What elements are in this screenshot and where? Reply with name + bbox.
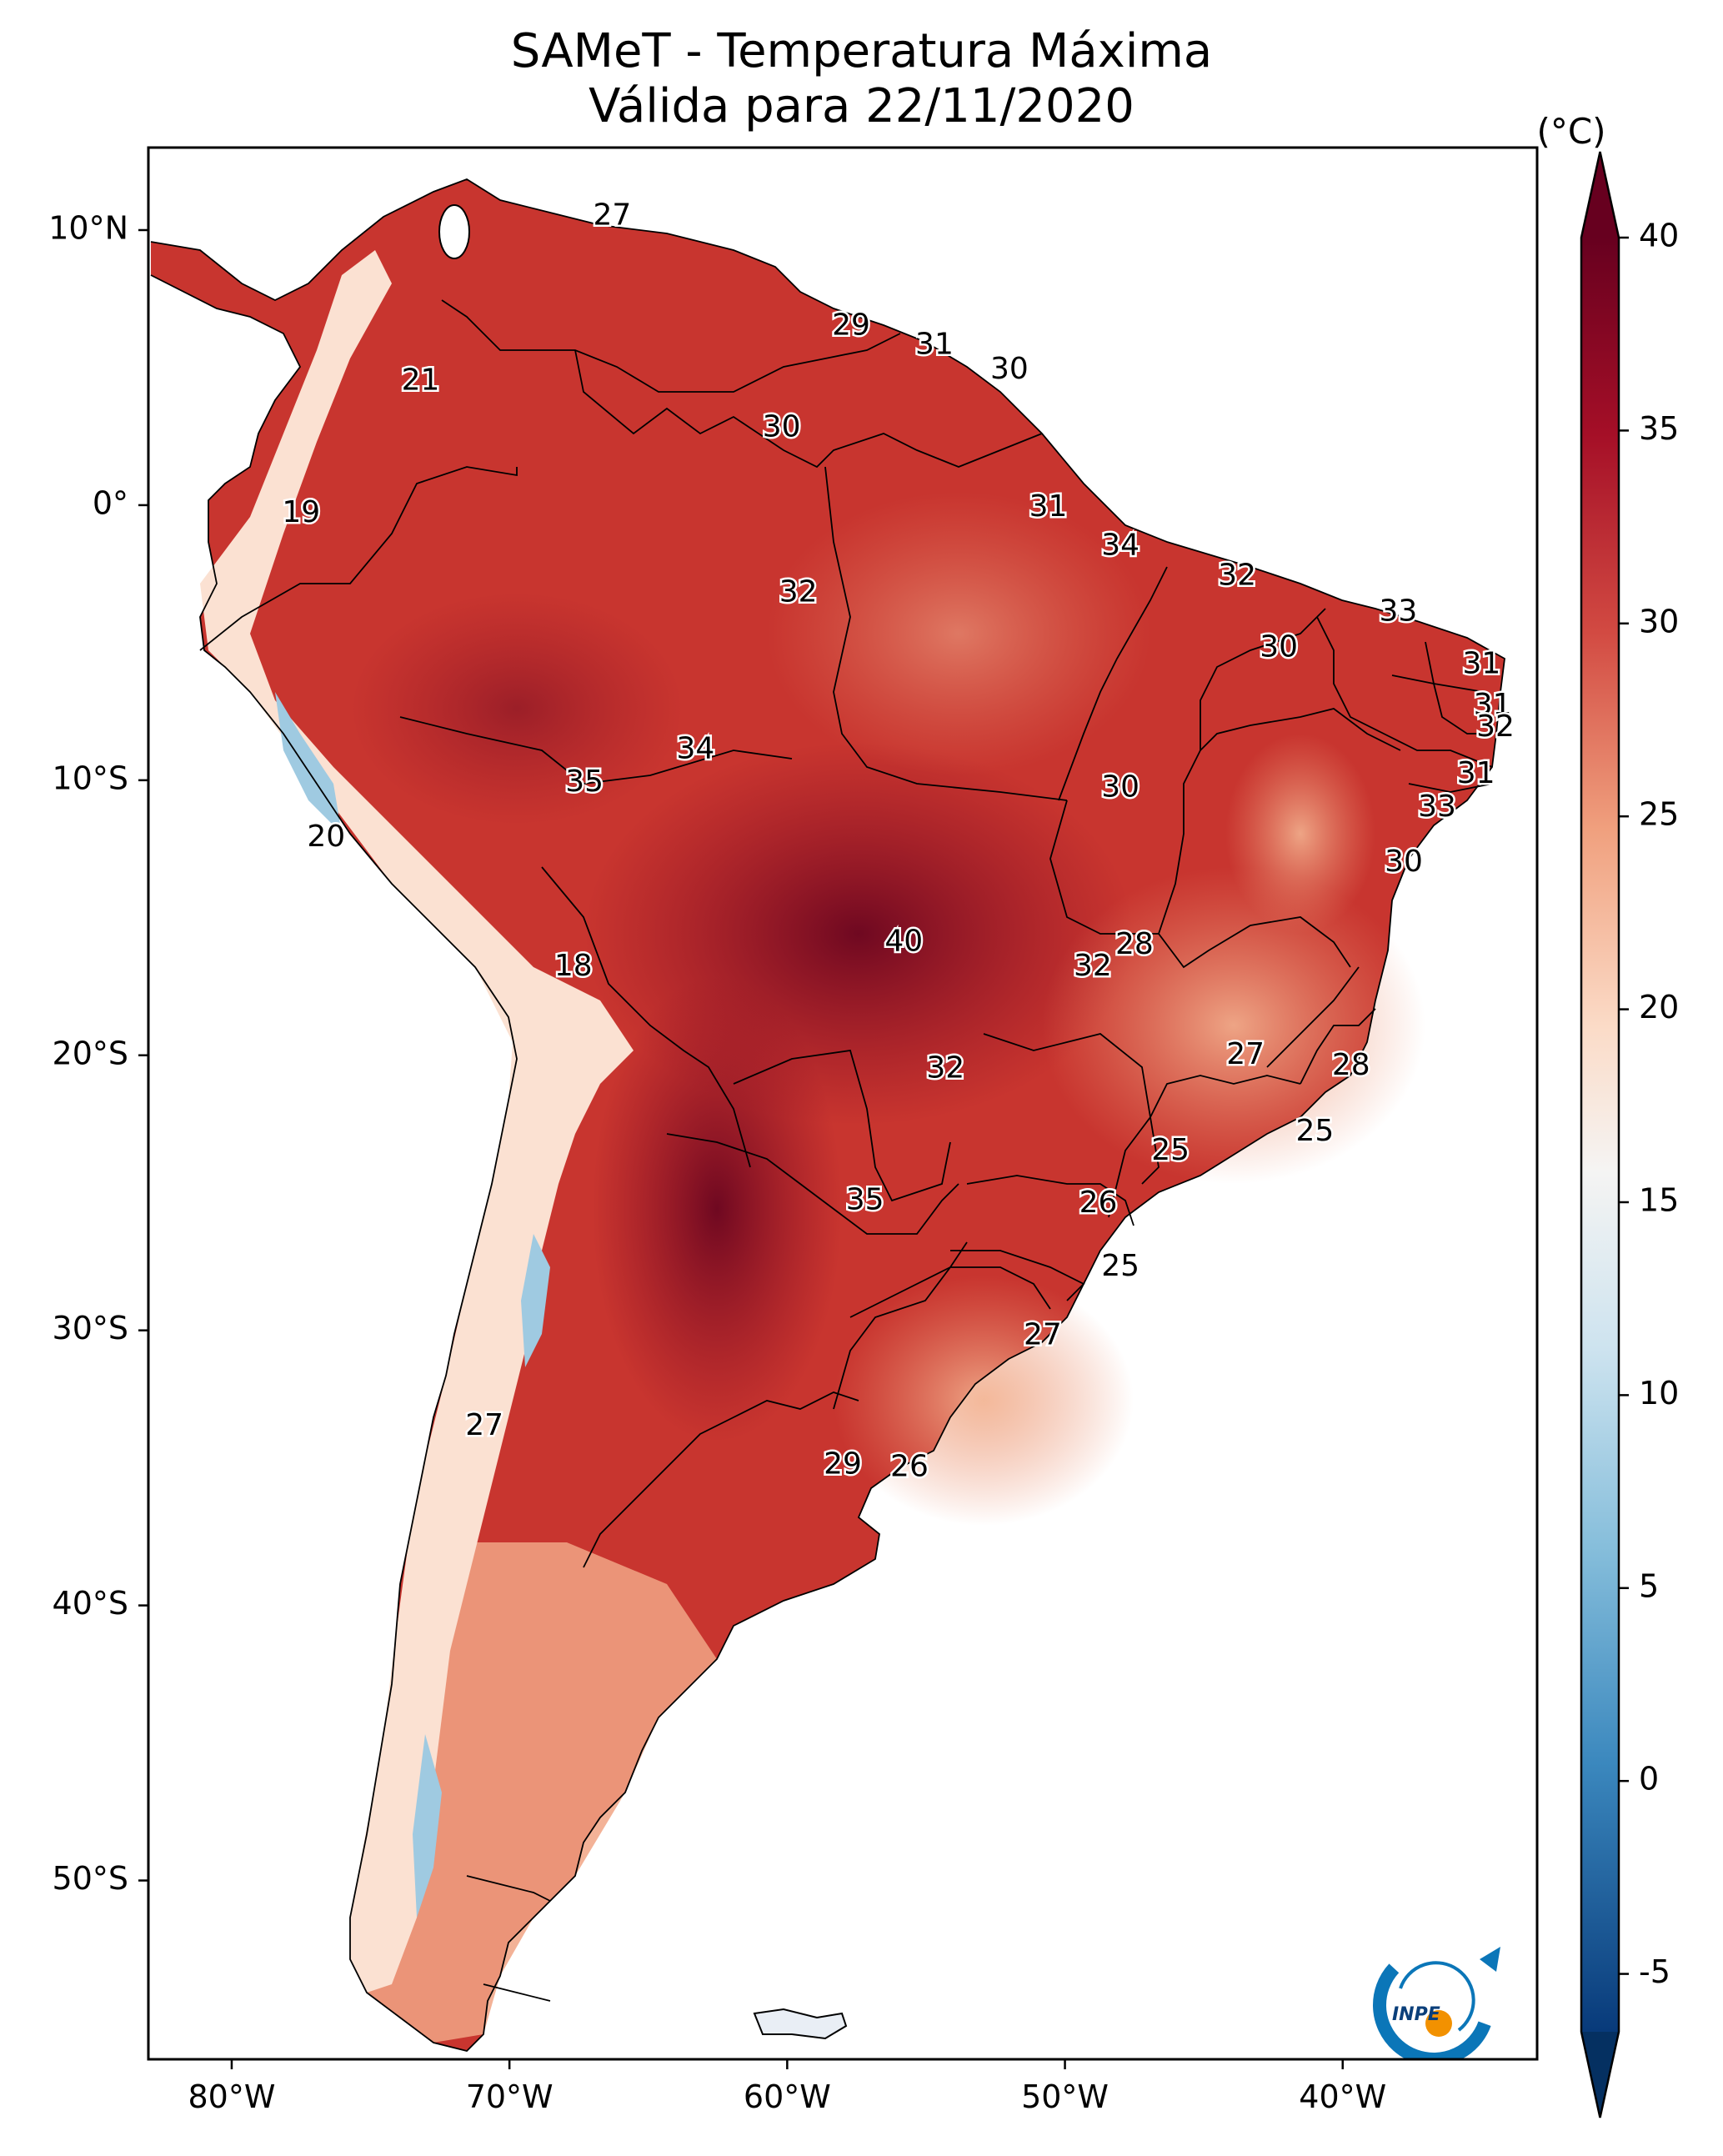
temperature-label: 32 (1218, 559, 1256, 593)
latitude-tick-label: 10°S (53, 760, 128, 796)
falkland-islands (753, 2008, 848, 2040)
longitude-tick-label: 70°W (466, 2078, 553, 2115)
colorbar-tick-label: 0 (1639, 1761, 1659, 1798)
temperature-label: 32 (926, 1050, 964, 1085)
inpe-logo-text: INPE (1392, 2004, 1440, 2025)
temperature-label: 30 (1385, 845, 1423, 879)
temperature-label: 34 (676, 732, 714, 766)
colorbar-bottom-extension (1581, 2032, 1619, 2118)
temperature-label: 32 (779, 574, 818, 609)
temperature-label: 28 (1115, 927, 1154, 961)
temperature-label: 28 (1332, 1048, 1370, 1082)
map-subtitle: Válida para 22/11/2020 (589, 79, 1134, 133)
temperature-label: 30 (763, 410, 801, 444)
temperature-label: 33 (1379, 594, 1417, 629)
andes-cool-strip (200, 250, 634, 1993)
colorbar-tick-label: 15 (1639, 1181, 1679, 1218)
temperature-label: 35 (565, 765, 604, 799)
latitude-tick-label: 20°S (53, 1035, 128, 1071)
colorbar-tick-label: 35 (1639, 410, 1679, 447)
longitude-ticks: 80°W 70°W 60°W 50°W 40°W (188, 2059, 1386, 2115)
heat-core-chaco (592, 975, 842, 1442)
longitude-tick-label: 60°W (744, 2078, 831, 2115)
latitude-tick-label: 30°S (53, 1310, 128, 1346)
colorbar-ticks: 40 35 30 25 20 15 10 5 0 -5 (1619, 218, 1679, 1990)
colorbar-unit: (°C) (1536, 111, 1605, 152)
map-frame (147, 146, 1539, 2061)
temperature-label: 29 (832, 308, 870, 342)
colorbar-tick-label: 30 (1639, 603, 1679, 639)
temperature-label: 27 (1024, 1317, 1062, 1351)
latitude-ticks: 10°N 0° 10°S 20°S 30°S 40°S 50°S (48, 209, 148, 1897)
colorbar-top-extension (1581, 152, 1619, 238)
temperature-label: 30 (1101, 770, 1139, 805)
temperature-label: 20 (307, 820, 345, 854)
temperature-label: 19 (282, 495, 320, 529)
colorbar-tick-label: 25 (1639, 796, 1679, 833)
longitude-tick-label: 80°W (188, 2078, 275, 2115)
temperature-label: 25 (1151, 1133, 1190, 1167)
cool-region-para (767, 492, 1150, 775)
colorbar-body (1581, 238, 1619, 2032)
lake-maracaibo (438, 204, 470, 259)
temperature-label: 25 (1101, 1249, 1139, 1283)
latitude-tick-label: 0° (93, 484, 128, 521)
cool-region-minas (1042, 867, 1425, 1184)
latitude-tick-label: 50°S (53, 1860, 128, 1897)
temperature-label: 30 (1260, 629, 1298, 664)
temperature-label: 29 (824, 1447, 862, 1481)
colorbar-outline (1580, 151, 1620, 2118)
temperature-label: 32 (1476, 709, 1515, 744)
colorbar-tick-label: 5 (1639, 1567, 1659, 1604)
colorbar-tick-label: 20 (1639, 989, 1679, 1025)
temperature-label: 34 (1101, 528, 1139, 562)
temperature-label: 27 (1226, 1037, 1265, 1071)
colorbar-tick-label: -5 (1639, 1953, 1670, 1990)
cool-region-south (834, 1276, 1134, 1526)
temperature-label: 31 (1462, 646, 1500, 680)
temperature-label: 40 (884, 924, 923, 958)
latitude-tick-label: 10°N (48, 209, 128, 246)
country-borders (150, 178, 1505, 2052)
temperature-label: 31 (1029, 489, 1068, 524)
latitude-tick-label: 40°S (53, 1585, 128, 1622)
longitude-tick-label: 50°W (1021, 2078, 1109, 2115)
temperature-label: 26 (1079, 1186, 1118, 1220)
cool-region-bahia (1225, 734, 1375, 934)
temperature-label: 18 (554, 949, 593, 983)
temperature-label: 31 (915, 328, 954, 362)
temperature-label: 32 (1074, 949, 1112, 983)
temperature-label: 21 (402, 363, 440, 397)
longitude-tick-label: 40°W (1299, 2078, 1386, 2115)
temperature-label: 30 (990, 352, 1029, 386)
map-title: SAMeT - Temperatura Máxima (510, 24, 1213, 78)
colorbar: 40 35 30 25 20 15 10 5 0 -5 (°C) (1536, 111, 1679, 2118)
heat-core-amazon (350, 592, 684, 825)
temperature-label: 31 (1474, 688, 1512, 722)
temperature-label: 31 (1457, 756, 1495, 790)
temperature-label: 27 (465, 1408, 503, 1442)
temperature-label: 27 (594, 198, 632, 232)
colorbar-tick-label: 10 (1639, 1375, 1679, 1411)
temperature-label: 35 (846, 1183, 884, 1217)
temperature-label: 33 (1418, 790, 1456, 824)
temperature-label: 26 (890, 1450, 929, 1484)
temperature-label: 25 (1296, 1114, 1335, 1148)
colorbar-tick-label: 40 (1639, 218, 1679, 254)
